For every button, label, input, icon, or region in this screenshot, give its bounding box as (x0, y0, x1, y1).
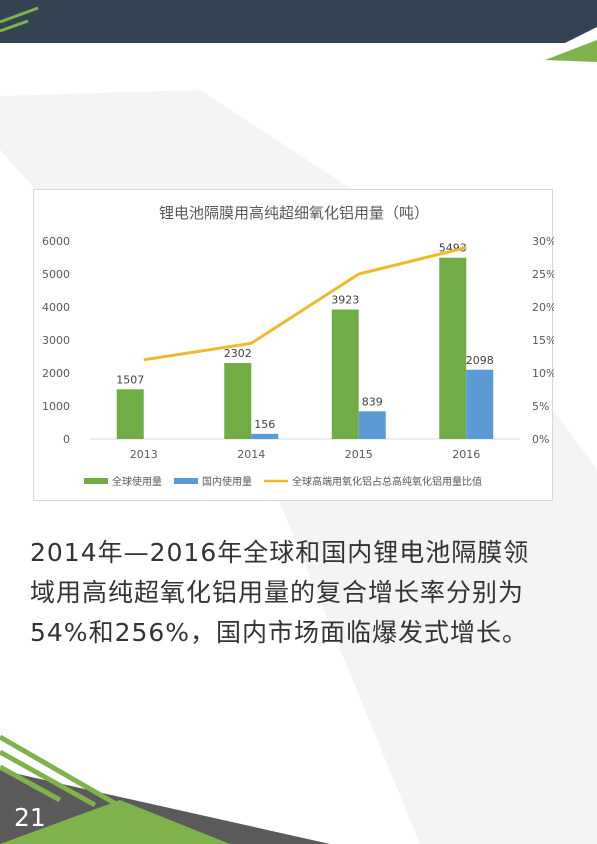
x-tick-label: 2015 (345, 448, 373, 461)
y-right-tick-label: 5% (532, 400, 549, 413)
line-series (143, 246, 467, 362)
x-tick-label: 2016 (452, 448, 480, 461)
bar (439, 257, 467, 439)
bar (331, 309, 359, 439)
caption-line: 54%和256%，国内市场面临爆发式增长。 (30, 618, 529, 647)
legend-label: 全球使用量 (112, 475, 162, 488)
y-left-tick-label: 2000 (42, 367, 70, 380)
caption-line: 域用高纯超氧化铝用量的复合增长率分别为 (30, 578, 525, 607)
y-left-tick-label: 3000 (42, 334, 70, 347)
bar (466, 369, 494, 439)
y-right-tick-label: 10% (532, 367, 554, 380)
bar (358, 411, 386, 439)
y-right-tick-label: 15% (532, 334, 554, 347)
y-right-tick-label: 25% (532, 268, 554, 281)
chart-svg: 锂电池隔膜用高纯超细氧化铝用量（吨） 0 1000 2000 3000 4000 5000… (42, 204, 554, 488)
bar-data-label: 2098 (466, 354, 494, 367)
y-left-tick-label: 1000 (42, 400, 70, 413)
y-left-tick-label: 0 (63, 433, 70, 446)
y-left-tick-label: 6000 (42, 235, 70, 248)
bar-data-label: 839 (362, 395, 383, 408)
footer-green-shape (0, 800, 230, 844)
x-tick-label: 2013 (130, 448, 158, 461)
bar-data-label: 3923 (331, 294, 359, 307)
page-number: 21 (14, 803, 46, 832)
legend-swatch (84, 478, 108, 484)
y-left-tick-label: 4000 (42, 301, 70, 314)
y-right-tick-label: 30% (532, 235, 554, 248)
y-left-tick-label: 5000 (42, 268, 70, 281)
y-right-tick-label: 20% (532, 301, 554, 314)
chart-title: 锂电池隔膜用高纯超细氧化铝用量（吨） (159, 204, 429, 222)
header-band (0, 0, 597, 43)
bar-data-label: 156 (254, 418, 275, 431)
chart-panel: 锂电池隔膜用高纯超细氧化铝用量（吨） 0 1000 2000 3000 4000 5000… (33, 189, 554, 501)
bar (251, 433, 279, 439)
footer-stripes (0, 734, 132, 815)
y-right-tick-label: 0% (532, 433, 549, 446)
bar-data-label: 1507 (116, 373, 144, 386)
bar (116, 389, 144, 439)
bar-data-label: 2302 (224, 347, 252, 360)
legend-label: 国内使用量 (202, 475, 252, 488)
bar (224, 363, 252, 439)
header-stripes (0, 6, 39, 33)
legend-swatch (174, 478, 198, 484)
header-accent-green (545, 40, 597, 62)
x-tick-label: 2014 (237, 448, 265, 461)
legend-label: 全球高端用氧化铝占总高纯氧化铝用量比值 (292, 475, 482, 488)
caption-line: 2014年—2016年全球和国内锂电池隔膜领 (30, 538, 530, 567)
caption-text: 2014年—2016年全球和国内锂电池隔膜领 域用高纯超氧化铝用量的复合增长率分… (30, 533, 575, 653)
